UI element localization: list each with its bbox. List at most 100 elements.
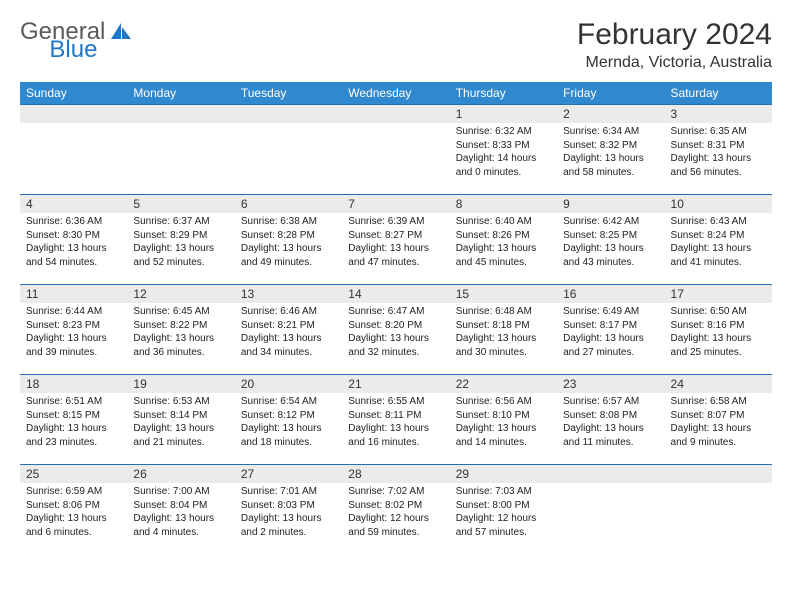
day-number: 10 [665, 195, 772, 213]
sail-icon [109, 21, 133, 44]
sunset-line: Sunset: 8:25 PM [563, 229, 658, 243]
daylight-line: Daylight: 13 hours and 25 minutes. [671, 332, 766, 359]
day-cell: 21Sunrise: 6:55 AMSunset: 8:11 PMDayligh… [342, 375, 449, 465]
sunrise-line: Sunrise: 6:56 AM [456, 395, 551, 409]
day-info: Sunrise: 6:42 AMSunset: 8:25 PMDaylight:… [557, 213, 664, 273]
day-info: Sunrise: 6:34 AMSunset: 8:32 PMDaylight:… [557, 123, 664, 183]
day-cell: 27Sunrise: 7:01 AMSunset: 8:03 PMDayligh… [235, 465, 342, 555]
empty-daynum [665, 465, 772, 483]
daylight-line: Daylight: 13 hours and 14 minutes. [456, 422, 551, 449]
day-info: Sunrise: 6:53 AMSunset: 8:14 PMDaylight:… [127, 393, 234, 453]
day-number: 29 [450, 465, 557, 483]
sunrise-line: Sunrise: 6:37 AM [133, 215, 228, 229]
day-cell: 5Sunrise: 6:37 AMSunset: 8:29 PMDaylight… [127, 195, 234, 285]
day-header-saturday: Saturday [665, 82, 772, 105]
day-cell: 13Sunrise: 6:46 AMSunset: 8:21 PMDayligh… [235, 285, 342, 375]
day-cell: 18Sunrise: 6:51 AMSunset: 8:15 PMDayligh… [20, 375, 127, 465]
empty-daynum [127, 105, 234, 123]
daylight-line: Daylight: 13 hours and 9 minutes. [671, 422, 766, 449]
daylight-line: Daylight: 13 hours and 32 minutes. [348, 332, 443, 359]
day-number: 3 [665, 105, 772, 123]
calendar-body: 1Sunrise: 6:32 AMSunset: 8:33 PMDaylight… [20, 105, 772, 555]
day-cell: 23Sunrise: 6:57 AMSunset: 8:08 PMDayligh… [557, 375, 664, 465]
sunrise-line: Sunrise: 6:45 AM [133, 305, 228, 319]
day-number: 6 [235, 195, 342, 213]
day-number: 18 [20, 375, 127, 393]
sunset-line: Sunset: 8:30 PM [26, 229, 121, 243]
empty-daynum [235, 105, 342, 123]
daylight-line: Daylight: 13 hours and 30 minutes. [456, 332, 551, 359]
sunset-line: Sunset: 8:32 PM [563, 139, 658, 153]
day-cell: 3Sunrise: 6:35 AMSunset: 8:31 PMDaylight… [665, 105, 772, 195]
sunset-line: Sunset: 8:26 PM [456, 229, 551, 243]
day-cell: 19Sunrise: 6:53 AMSunset: 8:14 PMDayligh… [127, 375, 234, 465]
sunrise-line: Sunrise: 6:47 AM [348, 305, 443, 319]
day-info: Sunrise: 6:54 AMSunset: 8:12 PMDaylight:… [235, 393, 342, 453]
calendar-table: SundayMondayTuesdayWednesdayThursdayFrid… [20, 82, 772, 555]
month-title: February 2024 [577, 18, 772, 52]
sunrise-line: Sunrise: 6:49 AM [563, 305, 658, 319]
day-info: Sunrise: 6:36 AMSunset: 8:30 PMDaylight:… [20, 213, 127, 273]
daylight-line: Daylight: 13 hours and 27 minutes. [563, 332, 658, 359]
day-number: 1 [450, 105, 557, 123]
day-cell: 26Sunrise: 7:00 AMSunset: 8:04 PMDayligh… [127, 465, 234, 555]
title-block: February 2024 Mernda, Victoria, Australi… [577, 18, 772, 72]
day-number: 13 [235, 285, 342, 303]
sunrise-line: Sunrise: 6:57 AM [563, 395, 658, 409]
sunset-line: Sunset: 8:16 PM [671, 319, 766, 333]
week-row: 1Sunrise: 6:32 AMSunset: 8:33 PMDaylight… [20, 105, 772, 195]
sunrise-line: Sunrise: 6:36 AM [26, 215, 121, 229]
day-info: Sunrise: 6:38 AMSunset: 8:28 PMDaylight:… [235, 213, 342, 273]
daylight-line: Daylight: 13 hours and 4 minutes. [133, 512, 228, 539]
daylight-line: Daylight: 13 hours and 56 minutes. [671, 152, 766, 179]
day-number: 27 [235, 465, 342, 483]
sunrise-line: Sunrise: 7:00 AM [133, 485, 228, 499]
sunset-line: Sunset: 8:23 PM [26, 319, 121, 333]
empty-cell [557, 465, 664, 555]
day-number: 28 [342, 465, 449, 483]
day-cell: 28Sunrise: 7:02 AMSunset: 8:02 PMDayligh… [342, 465, 449, 555]
day-info: Sunrise: 6:47 AMSunset: 8:20 PMDaylight:… [342, 303, 449, 363]
sunset-line: Sunset: 8:22 PM [133, 319, 228, 333]
daylight-line: Daylight: 13 hours and 43 minutes. [563, 242, 658, 269]
sunrise-line: Sunrise: 7:01 AM [241, 485, 336, 499]
daylight-line: Daylight: 13 hours and 11 minutes. [563, 422, 658, 449]
week-row: 25Sunrise: 6:59 AMSunset: 8:06 PMDayligh… [20, 465, 772, 555]
day-number: 19 [127, 375, 234, 393]
daylight-line: Daylight: 12 hours and 57 minutes. [456, 512, 551, 539]
day-number: 20 [235, 375, 342, 393]
day-cell: 1Sunrise: 6:32 AMSunset: 8:33 PMDaylight… [450, 105, 557, 195]
daylight-line: Daylight: 13 hours and 18 minutes. [241, 422, 336, 449]
sunset-line: Sunset: 8:12 PM [241, 409, 336, 423]
day-info: Sunrise: 6:49 AMSunset: 8:17 PMDaylight:… [557, 303, 664, 363]
brand-text-2: Blue [49, 36, 97, 64]
empty-daynum [557, 465, 664, 483]
sunrise-line: Sunrise: 6:39 AM [348, 215, 443, 229]
daylight-line: Daylight: 13 hours and 41 minutes. [671, 242, 766, 269]
location-text: Mernda, Victoria, Australia [577, 54, 772, 72]
sunrise-line: Sunrise: 6:40 AM [456, 215, 551, 229]
day-cell: 4Sunrise: 6:36 AMSunset: 8:30 PMDaylight… [20, 195, 127, 285]
day-number: 14 [342, 285, 449, 303]
daylight-line: Daylight: 14 hours and 0 minutes. [456, 152, 551, 179]
sunset-line: Sunset: 8:20 PM [348, 319, 443, 333]
day-cell: 10Sunrise: 6:43 AMSunset: 8:24 PMDayligh… [665, 195, 772, 285]
empty-cell [665, 465, 772, 555]
sunset-line: Sunset: 8:14 PM [133, 409, 228, 423]
sunset-line: Sunset: 8:31 PM [671, 139, 766, 153]
day-info: Sunrise: 7:01 AMSunset: 8:03 PMDaylight:… [235, 483, 342, 543]
day-cell: 25Sunrise: 6:59 AMSunset: 8:06 PMDayligh… [20, 465, 127, 555]
day-info: Sunrise: 7:00 AMSunset: 8:04 PMDaylight:… [127, 483, 234, 543]
day-number: 26 [127, 465, 234, 483]
day-info: Sunrise: 6:37 AMSunset: 8:29 PMDaylight:… [127, 213, 234, 273]
day-number: 17 [665, 285, 772, 303]
day-header-row: SundayMondayTuesdayWednesdayThursdayFrid… [20, 82, 772, 105]
empty-daynum [342, 105, 449, 123]
day-info: Sunrise: 6:32 AMSunset: 8:33 PMDaylight:… [450, 123, 557, 183]
sunrise-line: Sunrise: 6:51 AM [26, 395, 121, 409]
day-number: 15 [450, 285, 557, 303]
sunrise-line: Sunrise: 6:48 AM [456, 305, 551, 319]
day-cell: 2Sunrise: 6:34 AMSunset: 8:32 PMDaylight… [557, 105, 664, 195]
sunrise-line: Sunrise: 6:32 AM [456, 125, 551, 139]
sunrise-line: Sunrise: 6:38 AM [241, 215, 336, 229]
